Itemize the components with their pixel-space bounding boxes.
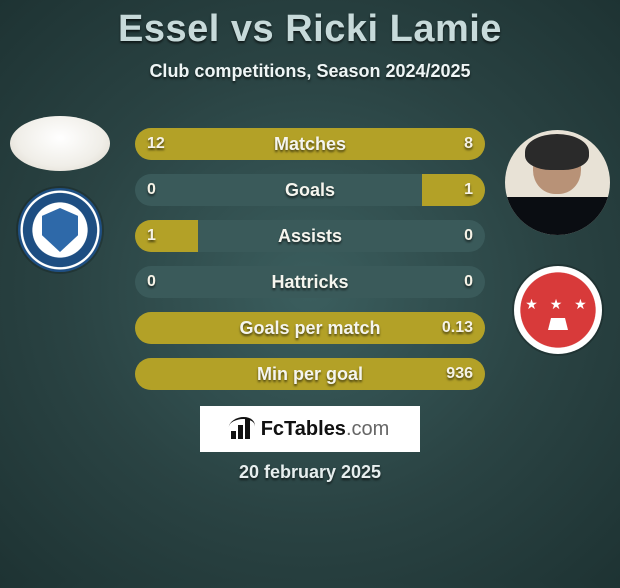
stats-panel: Matches128Goals01Assists10Hattricks00Goa… [135,128,485,404]
club-crest-right: ★ ★ ★ [514,266,602,354]
stat-label: Goals per match [135,312,485,344]
crest-ship-icon [548,318,568,330]
stat-value-left: 12 [147,128,165,160]
stat-row: Goals0 1 [135,174,485,206]
stat-value-left: 1 [147,220,156,252]
subtitle: Club competitions, Season 2024/2025 [0,61,620,82]
stat-label: Assists [135,220,485,252]
stat-value-right: 936 [446,358,473,390]
page-title: Essel vs Ricki Lamie [0,8,620,51]
brand-bold: FcTables [261,418,346,440]
brand-text: FcTables.com [261,418,390,441]
stat-row: Hattricks0 0 [135,266,485,298]
club-crest-left [18,188,102,272]
stat-value-right: 1 [464,174,473,206]
crest-stars-icon: ★ ★ ★ [514,296,602,313]
stat-value-left: 0 [147,266,156,298]
stat-label: Hattricks [135,266,485,298]
player-photo-left [10,116,110,171]
stat-value-right: 0 [464,220,473,252]
stat-label: Matches [135,128,485,160]
stat-row: Goals per match0.13 [135,312,485,344]
stat-value-left: 0 [147,174,156,206]
stat-label: Goals [135,174,485,206]
brand-chart-icon [231,419,255,439]
stat-value-right: 0.13 [442,312,473,344]
stat-row: Min per goal936 [135,358,485,390]
stat-value-right: 0 [464,266,473,298]
stat-label: Min per goal [135,358,485,390]
stat-value-right: 8 [464,128,473,160]
stat-row: Assists1 0 [135,220,485,252]
player-photo-right [505,130,610,235]
brand-light: .com [346,418,389,440]
date-label: 20 february 2025 [0,462,620,483]
stat-row: Matches12 8 [135,128,485,160]
brand-box[interactable]: FcTables.com [200,406,420,452]
player-jersey [505,197,610,235]
